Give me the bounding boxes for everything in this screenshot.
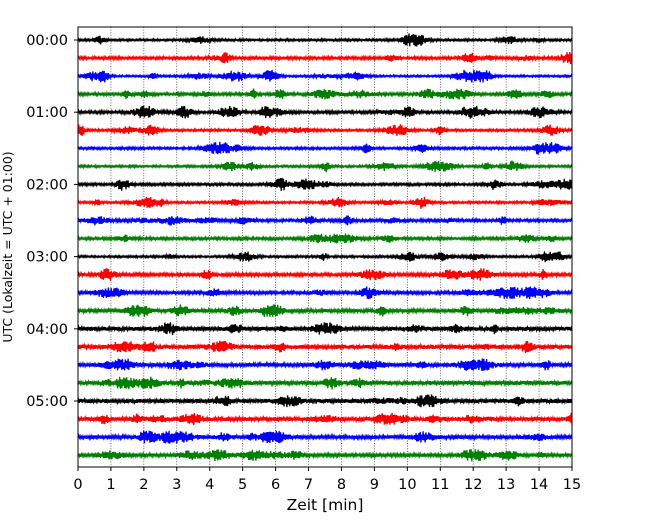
trace-00:45 xyxy=(77,88,573,100)
trace-04:00 xyxy=(77,322,573,335)
y-tick-label-4: 04:00 xyxy=(26,322,68,338)
x-tick-label-6: 6 xyxy=(271,477,280,493)
y-tick-label-5: 05:00 xyxy=(26,394,68,410)
x-tick-label-14: 14 xyxy=(530,477,548,493)
x-tick-label-10: 10 xyxy=(398,477,416,493)
y-tick-label-0: 00:00 xyxy=(26,33,68,49)
x-tick-label-5: 5 xyxy=(238,477,247,493)
x-tick-label-3: 3 xyxy=(172,477,181,493)
trace-02:00 xyxy=(77,177,573,191)
trace-00:00 xyxy=(77,33,573,47)
y-axis-ticks: 00:00 01:00 02:00 03:00 04:00 05:00 xyxy=(26,33,78,410)
trace-05:15 xyxy=(77,412,573,426)
trace-01:30 xyxy=(77,141,573,155)
trace-01:45 xyxy=(77,160,573,173)
x-tick-label-12: 12 xyxy=(464,477,482,493)
trace-03:30 xyxy=(77,286,573,300)
x-tick-label-2: 2 xyxy=(139,477,148,493)
trace-05:45 xyxy=(77,449,573,462)
y-axis-label: UTC (Lokalzeit = UTC + 01:00) xyxy=(0,151,15,342)
trace-02:30 xyxy=(77,215,573,226)
x-tick-label-15: 15 xyxy=(563,477,581,493)
x-tick-label-7: 7 xyxy=(304,477,313,493)
x-tick-label-11: 11 xyxy=(431,477,449,493)
trace-04:45 xyxy=(77,376,573,390)
trace-03:15 xyxy=(77,268,573,281)
plot-frame xyxy=(77,26,573,468)
trace-03:00 xyxy=(77,251,573,263)
x-tick-label-9: 9 xyxy=(370,477,379,493)
trace-00:15 xyxy=(77,52,573,65)
x-tick-label-13: 13 xyxy=(497,477,515,493)
grid-lines xyxy=(110,27,540,467)
seismic-traces xyxy=(77,33,573,462)
trace-02:45 xyxy=(77,233,573,244)
y-tick-label-3: 03:00 xyxy=(26,250,68,266)
trace-02:15 xyxy=(77,196,573,209)
y-tick-label-1: 01:00 xyxy=(26,105,68,121)
trace-05:30 xyxy=(77,430,573,444)
x-tick-label-8: 8 xyxy=(337,477,346,493)
y-tick-label-2: 02:00 xyxy=(26,177,68,193)
x-axis-ticks: 0 1 2 3 4 5 6 7 8 9 10 11 12 13 14 15 xyxy=(73,467,581,493)
x-tick-label-4: 4 xyxy=(205,477,214,493)
trace-01:15 xyxy=(77,124,573,137)
x-tick-label-0: 0 xyxy=(73,477,82,493)
plot-background xyxy=(78,27,572,467)
x-tick-label-1: 1 xyxy=(106,477,115,493)
trace-04:30 xyxy=(77,358,573,371)
trace-03:45 xyxy=(77,304,573,318)
x-axis-label: Zeit [min] xyxy=(287,496,364,514)
trace-00:30 xyxy=(77,69,573,83)
trace-04:15 xyxy=(77,340,573,354)
trace-01:00 xyxy=(77,105,573,119)
trace-05:00 xyxy=(77,394,573,408)
